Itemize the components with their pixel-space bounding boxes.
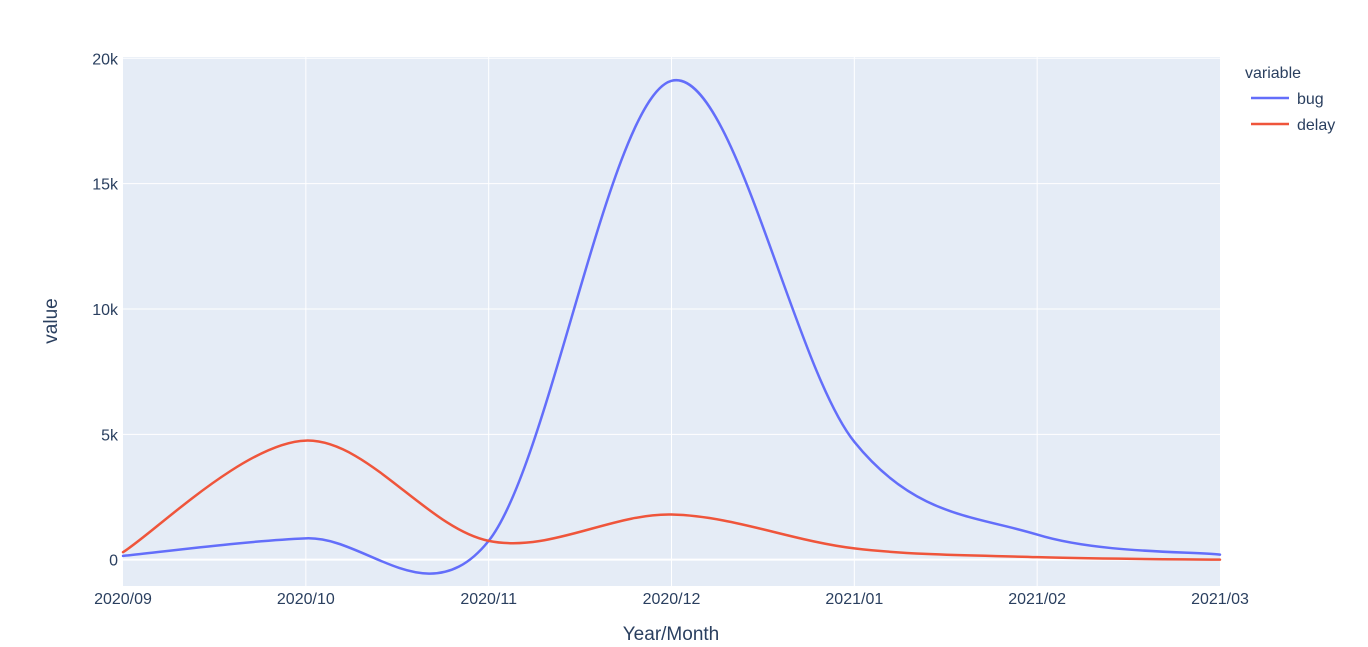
- legend: variable bug delay: [1245, 65, 1335, 134]
- y-tick-label: 10k: [92, 302, 119, 319]
- legend-label-bug: bug: [1297, 91, 1324, 108]
- x-tick-label: 2021/03: [1191, 591, 1249, 608]
- x-tick-label: 2021/01: [825, 591, 883, 608]
- y-tick-label: 15k: [92, 177, 119, 194]
- x-tick-label: 2020/10: [277, 591, 335, 608]
- y-tick-labels: 0 5k 10k 15k 20k: [92, 51, 119, 569]
- legend-title: variable: [1245, 65, 1301, 82]
- x-axis-title: Year/Month: [623, 624, 719, 645]
- y-tick-label: 20k: [92, 51, 119, 68]
- y-axis-title: value: [41, 298, 62, 343]
- x-tick-label: 2021/02: [1008, 591, 1066, 608]
- y-tick-label: 0: [109, 553, 118, 570]
- y-tick-label: 5k: [101, 427, 119, 444]
- y-gridlines: [123, 57, 1220, 561]
- x-tick-label: 2020/09: [94, 591, 152, 608]
- x-gridlines: [305, 57, 1038, 586]
- x-tick-labels: 2020/09 2020/10 2020/11 2020/12 2021/01 2021/…: [94, 591, 1249, 608]
- series-lines: [121, 79, 1222, 575]
- series-line-delay: [121, 439, 1222, 561]
- legend-label-delay: delay: [1297, 117, 1335, 134]
- x-tick-label: 2020/12: [643, 591, 701, 608]
- series-line-bug: [121, 79, 1222, 575]
- x-tick-label: 2020/11: [460, 591, 517, 608]
